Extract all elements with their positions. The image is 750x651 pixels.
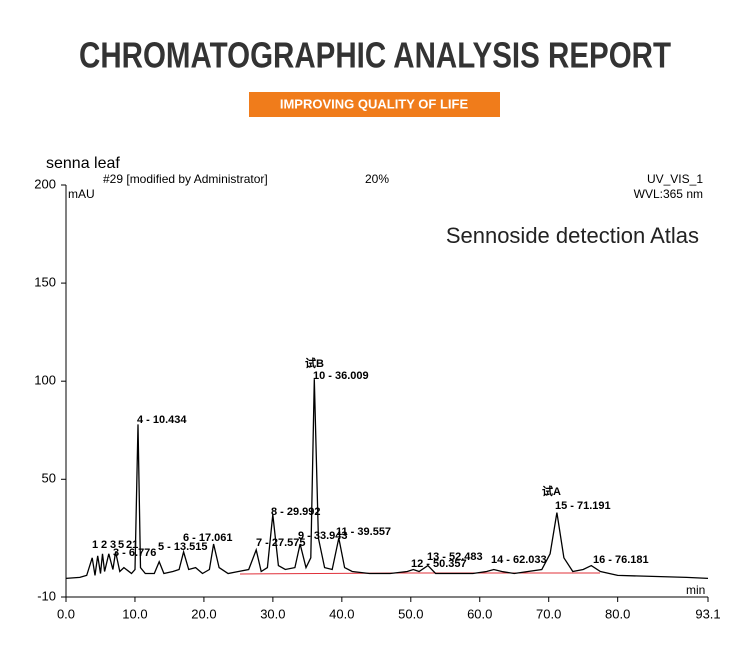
x-tick-label: 80.0: [605, 606, 630, 621]
x-tick-label: 70.0: [536, 606, 561, 621]
peak-label: 8 - 29.992: [271, 506, 321, 518]
x-tick-label: 30.0: [260, 606, 285, 621]
percent-label: 20%: [365, 172, 389, 186]
peak-label: 3 - 6.776: [113, 547, 156, 559]
x-tick-label: 50.0: [398, 606, 423, 621]
peak-label: 15 - 71.191: [555, 500, 611, 512]
report-title: CHROMATOGRAPHIC ANALYSIS REPORT: [79, 35, 671, 76]
x-tick-label: 60.0: [467, 606, 492, 621]
peak-label: 3: [110, 539, 116, 551]
x-tick-label: 0.0: [57, 606, 75, 621]
peak-label: 4 - 10.434: [137, 414, 187, 426]
y-axis-label: mAU: [68, 187, 95, 201]
x-axis-label: min: [686, 583, 705, 597]
chromatogram-trace: [65, 379, 709, 580]
y-tick-label: 200: [34, 176, 56, 191]
peak-label: 7 - 27.575: [256, 537, 306, 549]
integration-baseline: [239, 572, 600, 575]
peak-label: 1: [92, 539, 98, 551]
peak-label: 6 - 17.061: [183, 532, 233, 544]
peak-label: 9 - 33.943: [298, 530, 348, 542]
peak-label: 13 - 52.483: [427, 551, 483, 563]
channel: UV_VIS_1: [647, 172, 703, 186]
y-tick-label: -10: [37, 588, 56, 603]
x-tick-label: 93.1: [695, 606, 720, 621]
tagline-banner: [249, 92, 500, 117]
x-tick-label: 10.0: [122, 606, 147, 621]
x-tick-label: 20.0: [191, 606, 216, 621]
x-tick-label: 40.0: [329, 606, 354, 621]
peak-label: 5 - 13.515: [158, 541, 208, 553]
run-label: #29 [modified by Administrator]: [103, 172, 268, 186]
peak-label: 16 - 76.181: [593, 554, 649, 566]
y-tick-label: 150: [34, 275, 56, 290]
peak-label: 试B: [305, 356, 324, 370]
y-tick-label: 50: [42, 471, 56, 486]
peak-label: 21: [126, 539, 138, 551]
chart-annotation: Sennoside detection Atlas: [446, 223, 699, 248]
peak-label: 2: [101, 539, 107, 551]
peak-label: 11 - 39.557: [336, 526, 391, 538]
peak-label: 10 - 36.009: [313, 370, 369, 382]
peak-label: 试A: [542, 484, 561, 498]
peak-label: 12 - 50.357: [411, 558, 467, 570]
peak-label: 14 - 62.033: [491, 554, 547, 566]
tagline: IMPROVING QUALITY OF LIFE: [280, 96, 469, 111]
wavelength: WVL:365 nm: [634, 187, 703, 201]
y-tick-label: 100: [34, 373, 56, 388]
peak-label: 5: [118, 539, 124, 551]
chart-title: senna leaf: [46, 155, 120, 172]
